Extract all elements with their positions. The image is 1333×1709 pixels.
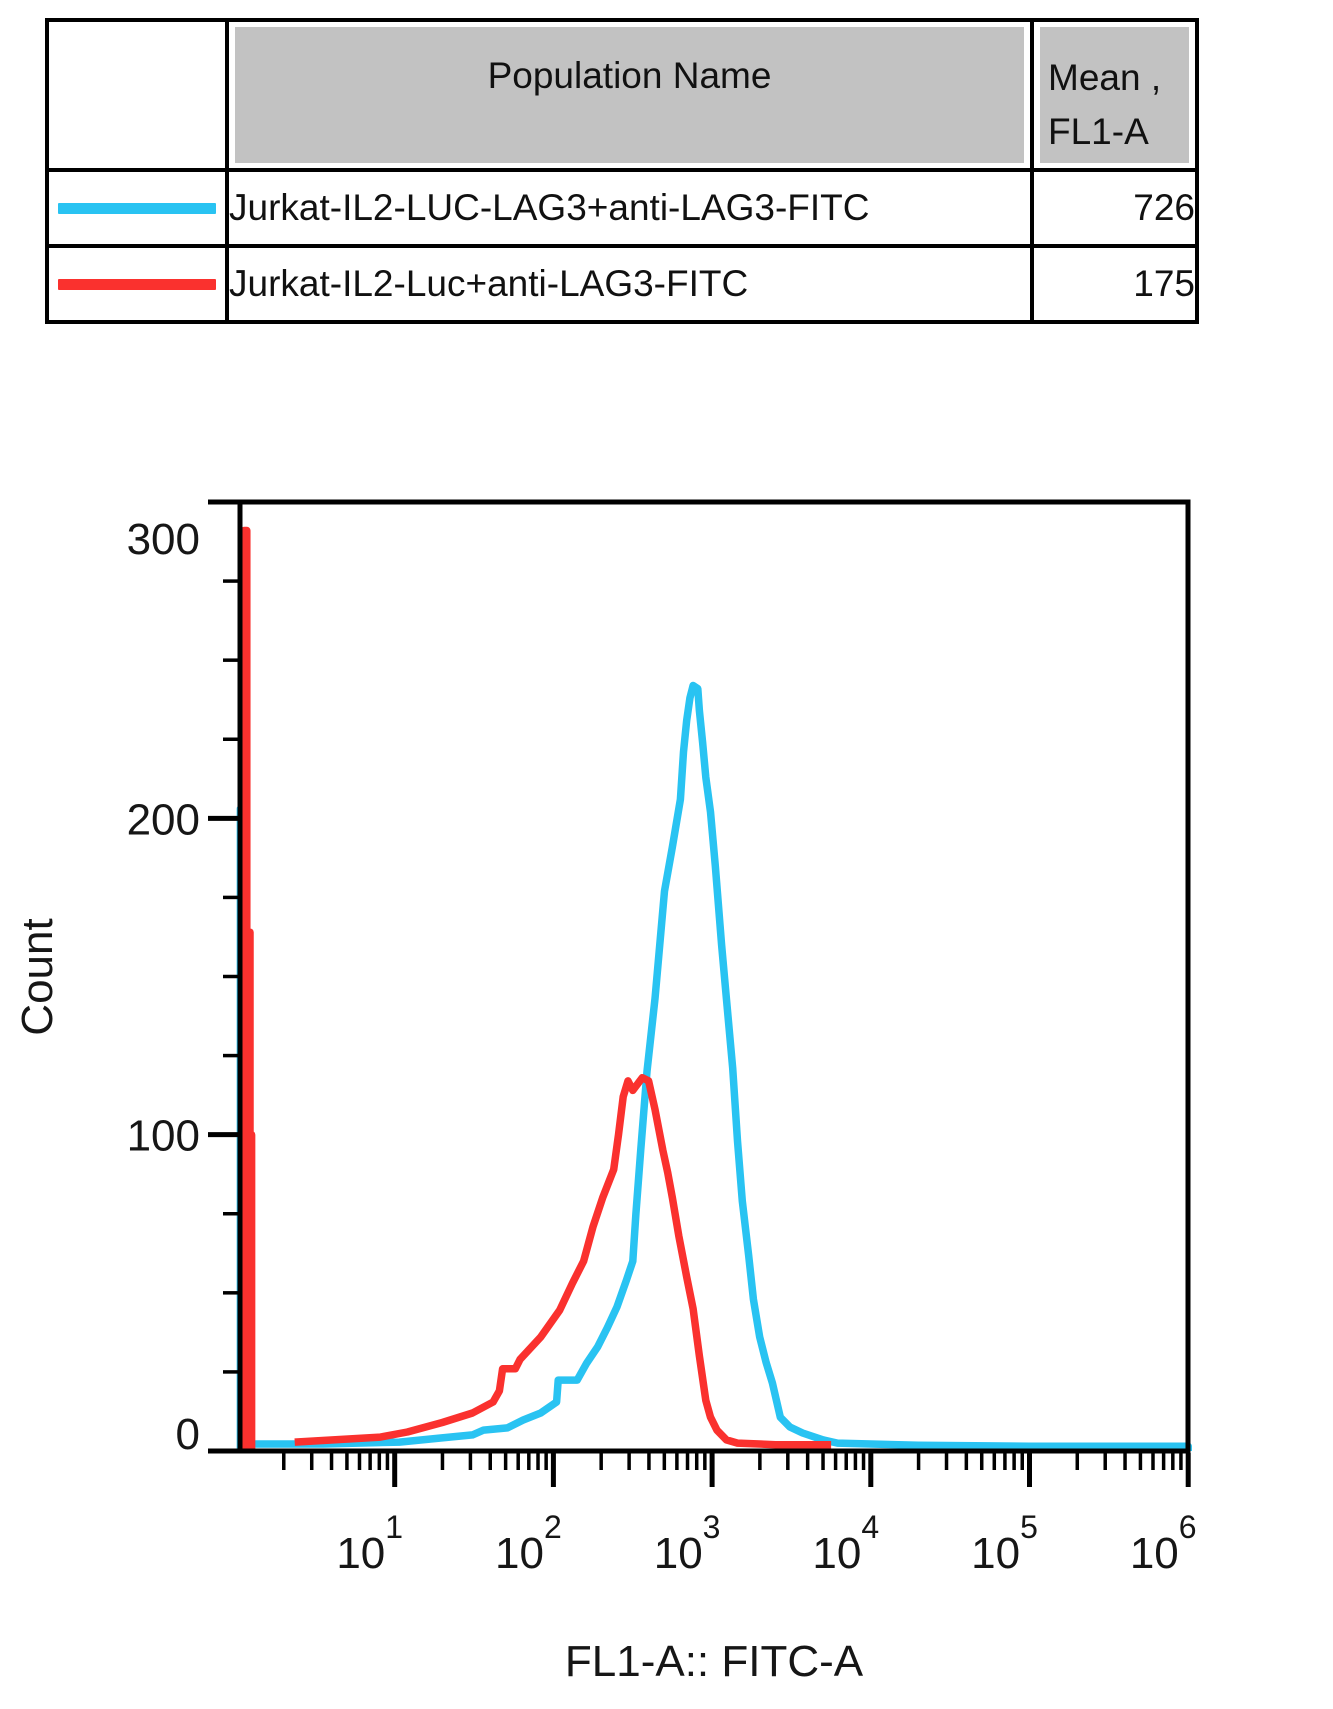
legend-swatch-cell-red	[45, 244, 229, 324]
population-name-red: Jurkat-IL2-Luc+anti-LAG3-FITC	[225, 244, 1034, 324]
legend-header-mean: Mean , FL1-A	[1030, 18, 1199, 172]
x-tick-label: 103	[654, 1509, 721, 1578]
population-name-blue: Jurkat-IL2-LUC-LAG3+anti-LAG3-FITC	[225, 168, 1034, 248]
x-tick-label: 106	[1130, 1509, 1197, 1578]
y-axis-title: Count	[13, 918, 62, 1035]
legend-row-blue[interactable]: Jurkat-IL2-LUC-LAG3+anti-LAG3-FITC 726	[45, 168, 1199, 248]
series-line-blue	[236, 681, 1192, 1451]
legend-header-population: Population Name	[225, 18, 1034, 172]
legend-row-red[interactable]: Jurkat-IL2-Luc+anti-LAG3-FITC 175	[45, 244, 1199, 324]
plot-frame	[237, 499, 1191, 1454]
y-tick-label: 200	[127, 795, 200, 844]
population-name-header-label: Population Name	[235, 27, 1024, 163]
x-tick-label: 101	[336, 1509, 403, 1578]
mean-value-red: 175	[1030, 244, 1199, 324]
mean-header-line1: Mean ,	[1048, 57, 1162, 98]
legend-swatch-cell-blue	[45, 168, 229, 248]
x-tick-label: 104	[812, 1509, 879, 1578]
legend-table: Population Name Mean , FL1-A Jurkat-IL2-…	[45, 18, 1199, 324]
y-tick-label: 300	[127, 515, 200, 564]
mean-header-label: Mean , FL1-A	[1040, 27, 1189, 163]
legend-header-row: Population Name Mean , FL1-A	[45, 18, 1199, 172]
legend-header-empty-cell	[45, 18, 229, 172]
y-tick-label: 100	[127, 1112, 200, 1161]
x-axis-title: FL1-A:: FITC-A	[565, 1637, 864, 1686]
x-tick-label: 105	[971, 1509, 1038, 1578]
mean-header-line2: FL1-A	[1048, 111, 1149, 152]
series-line-red	[240, 526, 832, 1451]
series-swatch-blue	[58, 202, 216, 214]
y-tick-label: 0	[176, 1410, 200, 1459]
mean-value-blue: 726	[1030, 168, 1199, 248]
x-tick-label: 102	[495, 1509, 562, 1578]
series-swatch-red	[58, 278, 216, 290]
